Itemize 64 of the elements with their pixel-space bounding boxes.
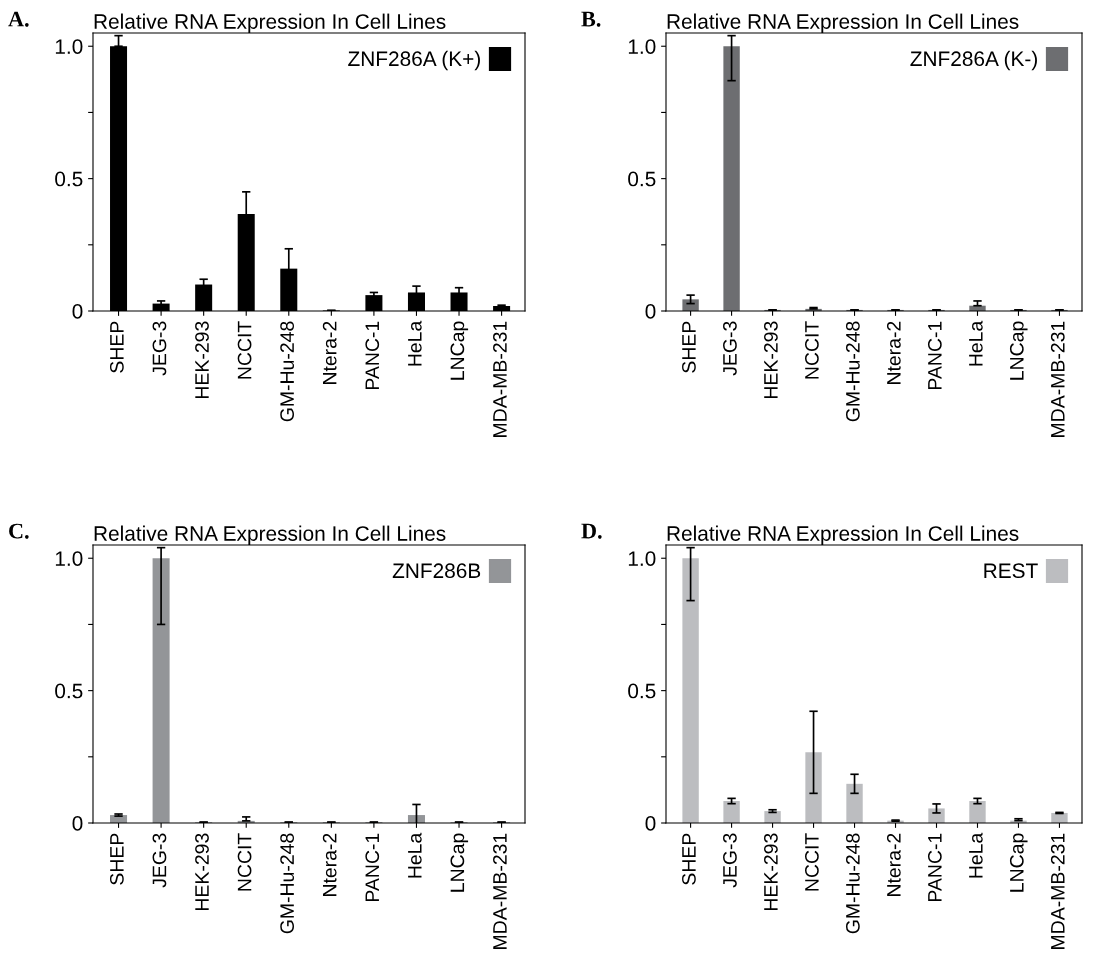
x-tick-label: MDA-MB-231 [1050, 321, 1065, 437]
x-tick-label: HEK-293 [764, 833, 778, 911]
x-tick-label: PANC-1 [365, 833, 380, 902]
y-tick-label: 1.0 [628, 39, 656, 54]
y-tick-label: 0.5 [628, 171, 656, 187]
x-tick-label: MDA-MB-231 [493, 321, 507, 437]
x-tick-label: Ntera-2 [322, 833, 337, 896]
x-tick-label: GM-Hu-248 [280, 321, 294, 422]
text: A. [8, 11, 29, 27]
x-tick-label: JEG-3 [723, 833, 737, 888]
legend-label: ZNF286A (K+) [348, 50, 480, 71]
x-tick-label: JEG-3 [152, 321, 167, 376]
x-tick-label: HeLa [969, 320, 983, 366]
x-tick-label: GM-Hu-248 [845, 321, 860, 422]
chart-title: Relative RNA Expression In Cell Lines [94, 525, 446, 545]
x-tick-label: HEK-293 [764, 321, 778, 399]
y-tick-label: 0 [72, 304, 83, 319]
legend-label: REST [984, 563, 1038, 579]
y-tick-label: 1.0 [55, 551, 83, 566]
text: C. [9, 523, 29, 539]
x-tick-label: PANC-1 [365, 321, 380, 390]
chart-title: Relative RNA Expression In Cell Lines [667, 525, 1019, 545]
chart-title: Relative RNA Expression In Cell Lines [667, 13, 1019, 33]
x-tick-label: SHEP [109, 833, 124, 885]
x-tick-label: HeLa [408, 832, 422, 878]
legend-label: ZNF286B [392, 563, 481, 579]
y-tick-label: 0.5 [628, 683, 656, 699]
x-tick-label: NCCIT [237, 833, 252, 891]
y-tick-label: 0 [645, 304, 656, 319]
x-tick-label: SHEP [682, 321, 696, 373]
x-tick-label: PANC-1 [927, 321, 942, 390]
x-tick-label: PANC-1 [927, 833, 942, 902]
x-tick-label: JEG-3 [152, 833, 167, 888]
y-tick-label: 0 [72, 816, 83, 831]
x-tick-label: HEK-293 [195, 321, 209, 399]
x-tick-label: Ntera-2 [886, 321, 901, 384]
x-tick-label: LNCap [1009, 321, 1028, 380]
y-tick-label: 0.5 [55, 171, 83, 187]
y-tick-label: 0 [645, 816, 656, 831]
x-tick-label: HeLa [408, 320, 422, 366]
text: D. [581, 523, 602, 539]
x-tick-label: JEG-3 [723, 321, 737, 376]
x-tick-label: LNCap [450, 833, 469, 892]
x-tick-label: MDA-MB-231 [493, 833, 507, 949]
x-tick-label: HEK-293 [195, 833, 209, 911]
x-tick-label: GM-Hu-248 [845, 833, 860, 934]
x-tick-label: GM-Hu-248 [280, 833, 294, 934]
x-tick-label: LNCap [1009, 833, 1028, 892]
chart-title: Relative RNA Expression In Cell Lines [94, 13, 446, 33]
x-tick-label: NCCIT [805, 321, 819, 379]
x-tick-label: SHEP [682, 833, 696, 885]
y-tick-label: 1.0 [628, 551, 656, 566]
y-tick-label: 0.5 [55, 683, 83, 699]
x-tick-label: Ntera-2 [886, 833, 901, 896]
y-tick-label: 1.0 [55, 39, 83, 54]
x-tick-label: NCCIT [805, 833, 819, 891]
x-tick-label: Ntera-2 [322, 321, 337, 384]
x-tick-label: SHEP [109, 321, 124, 373]
x-tick-label: MDA-MB-231 [1050, 833, 1065, 949]
text: B. [581, 11, 601, 27]
x-tick-label: NCCIT [237, 321, 252, 379]
x-tick-label: HeLa [969, 832, 983, 878]
x-tick-label: LNCap [450, 321, 469, 380]
legend-label: ZNF286A (K-) [910, 50, 1037, 71]
